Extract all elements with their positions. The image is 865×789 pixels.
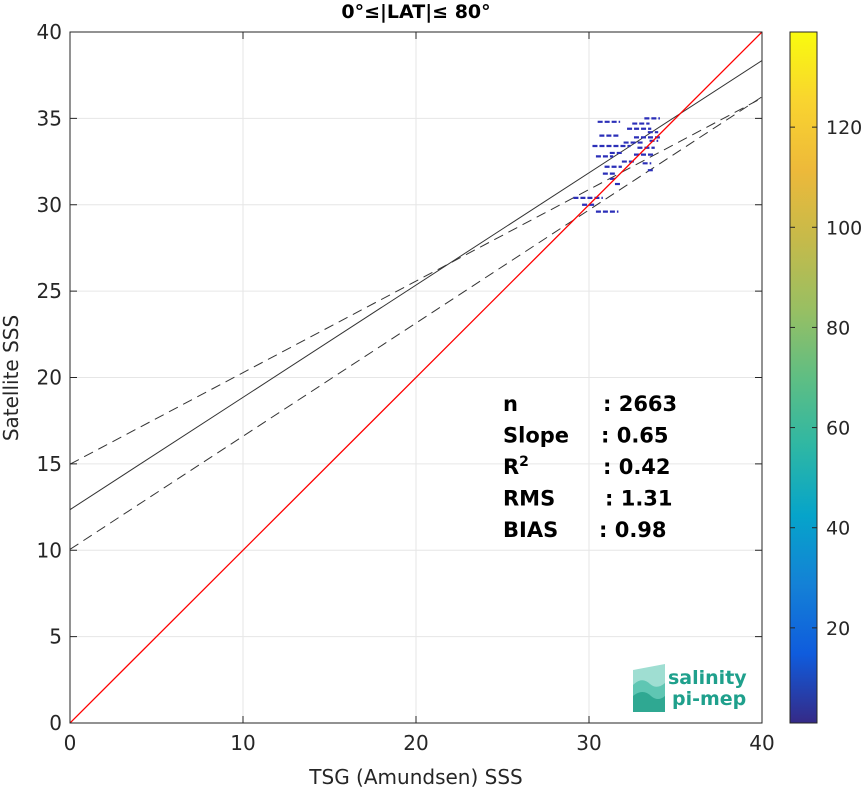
y-tick-label: 5 [49, 625, 62, 649]
x-axis-label: TSG (Amundsen) SSS [308, 765, 522, 789]
logo-text-line1: salinity [668, 667, 747, 689]
x-axis-ticks: 0 10 20 30 40 [64, 32, 775, 755]
logo-text-line2: pi-mep [672, 688, 746, 710]
x-tick-label: 40 [749, 731, 774, 755]
y-tick-label: 30 [37, 193, 62, 217]
stat-value: : 0.65 [601, 424, 669, 448]
y-tick-label: 20 [37, 366, 62, 390]
stat-value: : 2663 [603, 392, 677, 416]
stat-value: : 0.98 [599, 518, 667, 542]
stat-label: RMS [503, 487, 555, 511]
y-tick-label: 25 [37, 279, 62, 303]
fit-lower-line [70, 96, 762, 550]
stat-value: : 0.42 [603, 455, 671, 479]
identity-line [70, 32, 762, 723]
colorbar-tick-label: 80 [826, 317, 850, 339]
x-tick-label: 0 [64, 731, 77, 755]
wave-logo-icon [633, 664, 665, 712]
x-tick-label: 20 [403, 731, 428, 755]
colorbar-tick-label: 100 [826, 217, 862, 239]
chart-title: 0°≤|LAT|≤ 80° [341, 1, 490, 23]
colorbar-tick-label: 120 [826, 117, 862, 139]
y-tick-label: 0 [49, 711, 62, 735]
x-tick-label: 10 [230, 731, 255, 755]
y-tick-label: 10 [37, 538, 62, 562]
y-axis-label: Satellite SSS [0, 315, 23, 441]
stat-label: BIAS [503, 518, 558, 542]
stat-label: n [503, 392, 518, 416]
colorbar-tick-label: 20 [826, 618, 850, 640]
colorbar-ticks: 20 40 60 80 100 120 [790, 117, 862, 640]
colorbar-tick-label: 60 [826, 418, 850, 440]
y-tick-label: 40 [37, 20, 62, 44]
x-tick-label: 30 [576, 731, 601, 755]
y-axis-ticks: 0 5 10 15 20 25 30 35 40 [37, 20, 762, 735]
stat-value: : 1.31 [605, 487, 673, 511]
y-tick-label: 35 [37, 106, 62, 130]
fit-upper-line [70, 97, 762, 465]
colorbar [789, 31, 818, 724]
y-tick-label: 15 [37, 452, 62, 476]
stat-label: Slope [503, 424, 569, 448]
fit-line [70, 60, 762, 511]
stat-label-superscript: 2 [519, 454, 529, 470]
colorbar-tick-label: 40 [826, 518, 850, 540]
salinity-pimep-logo: salinity pi-mep [633, 664, 747, 712]
